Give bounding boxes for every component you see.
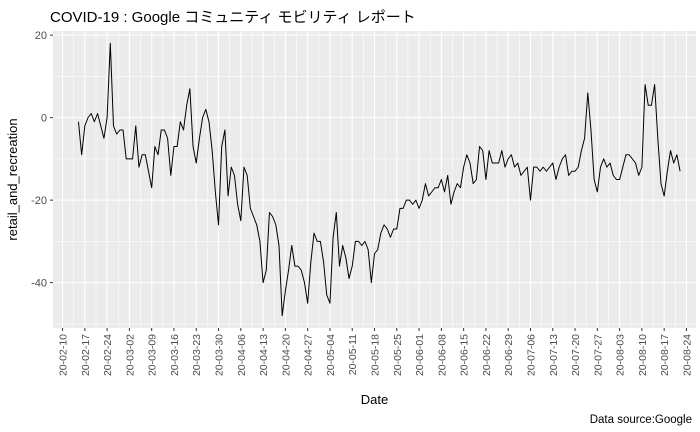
x-tick-label: 20-03-09 [147, 334, 159, 376]
chart-title: COVID-19 : Google コミュニティ モビリティ レポート [50, 9, 416, 26]
x-tick-label: 20-08-24 [681, 334, 693, 376]
x-tick-label: 20-06-29 [503, 334, 515, 376]
y-tick-label: 20 [35, 30, 47, 42]
x-tick-label: 20-03-30 [214, 334, 226, 376]
x-tick-label: 20-07-06 [525, 334, 537, 376]
x-tick-label: 20-04-06 [236, 334, 248, 376]
x-tick-label: 20-06-15 [459, 334, 471, 376]
x-tick-label: 20-05-18 [370, 334, 382, 376]
x-tick-label: 20-03-16 [169, 334, 181, 376]
y-axis-title: retail_and_recreation [5, 118, 20, 240]
x-tick-label: 20-08-17 [659, 334, 671, 376]
x-tick-label: 20-06-22 [481, 334, 493, 376]
series-line [77, 42, 681, 317]
x-tick-label: 20-03-23 [191, 334, 203, 376]
x-axis-title: Date [361, 392, 388, 407]
x-tick-label: 20-02-17 [80, 334, 92, 376]
x-tick-label: 20-06-01 [414, 334, 426, 376]
x-tick-label: 20-07-20 [570, 334, 582, 376]
x-tick-label: 20-08-10 [637, 334, 649, 376]
x-tick-label: 20-04-20 [280, 334, 292, 376]
data-source-caption: Data source:Google [589, 414, 692, 426]
y-tick-label: -40 [31, 278, 47, 290]
y-axis: 20 0 -20 -40 [31, 30, 53, 290]
x-tick-label: 20-02-24 [102, 334, 114, 376]
x-tick-label: 20-06-08 [436, 334, 448, 376]
y-tick-label: -20 [31, 195, 47, 207]
x-tick-label: 20-02-10 [58, 334, 70, 376]
x-tick-label: 20-04-13 [258, 334, 270, 376]
y-tick-label: 0 [41, 113, 47, 125]
x-tick-label: 20-07-13 [548, 334, 560, 376]
x-tick-label: 20-05-11 [347, 334, 359, 375]
x-tick-label: 20-05-04 [325, 334, 337, 376]
x-tick-label: 20-03-02 [124, 334, 136, 376]
x-tick-label: 20-05-25 [392, 334, 404, 376]
x-tick-label: 20-07-27 [592, 334, 604, 376]
x-tick-label: 20-08-03 [615, 334, 627, 376]
x-tick-label: 20-04-27 [303, 334, 315, 376]
x-axis: 20-02-10 20-02-17 20-02-24 20-03-02 20-03-09… [58, 328, 693, 376]
